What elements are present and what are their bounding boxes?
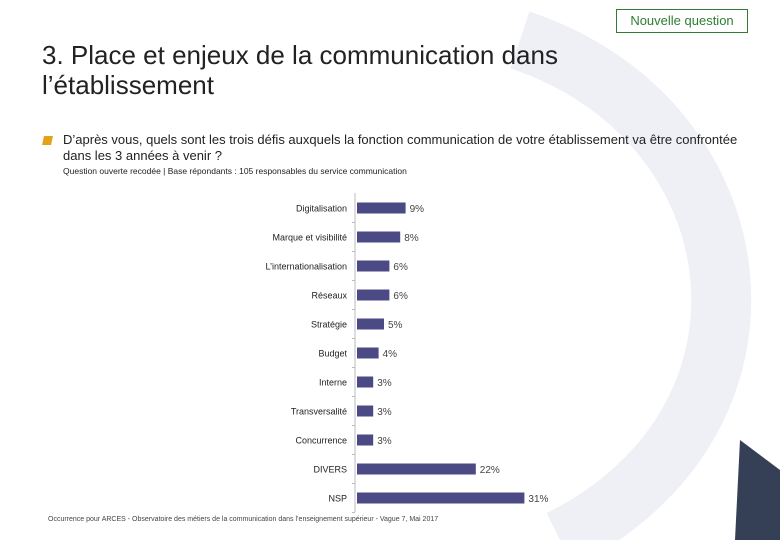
category-label: Stratégie xyxy=(311,320,347,330)
category-label: Concurrence xyxy=(295,436,347,446)
value-label: 5% xyxy=(388,320,403,331)
value-label: 3% xyxy=(377,436,392,447)
bar xyxy=(357,202,406,214)
question-text: D’après vous, quels sont les trois défis… xyxy=(63,132,738,163)
category-label: Transversalité xyxy=(291,407,347,417)
bar xyxy=(357,318,384,330)
chart-subtitle: Question ouverte recodée | Base répondan… xyxy=(63,166,407,176)
category-label: Marque et visibilité xyxy=(272,233,347,243)
category-label: Réseaux xyxy=(311,291,347,301)
value-label: 8% xyxy=(404,233,419,244)
value-label: 31% xyxy=(528,494,548,505)
source-note: Occurrence pour ARCES - Observatoire des… xyxy=(48,516,439,523)
bar xyxy=(357,434,374,446)
category-label: Interne xyxy=(319,378,347,388)
bar xyxy=(357,463,476,475)
bar xyxy=(357,347,379,359)
value-label: 22% xyxy=(480,465,500,476)
value-label: 6% xyxy=(393,291,408,302)
category-label: Budget xyxy=(318,349,347,359)
bar xyxy=(357,405,374,417)
bar xyxy=(357,231,401,243)
value-label: 6% xyxy=(393,262,408,273)
value-label: 4% xyxy=(383,349,398,360)
new-question-badge: Nouvelle question xyxy=(616,9,748,33)
value-label: 3% xyxy=(377,407,392,418)
value-label: 3% xyxy=(377,378,392,389)
value-label: 9% xyxy=(410,204,425,215)
category-label: L’internationalisation xyxy=(265,262,347,272)
category-label: NSP xyxy=(328,494,347,504)
bar xyxy=(357,492,525,504)
bar xyxy=(357,289,390,301)
bar xyxy=(357,260,390,272)
page-title: 3. Place et enjeux de la communication d… xyxy=(42,40,558,100)
bar xyxy=(357,376,374,388)
category-label: DIVERS xyxy=(313,465,347,475)
category-label: Digitalisation xyxy=(296,204,347,214)
